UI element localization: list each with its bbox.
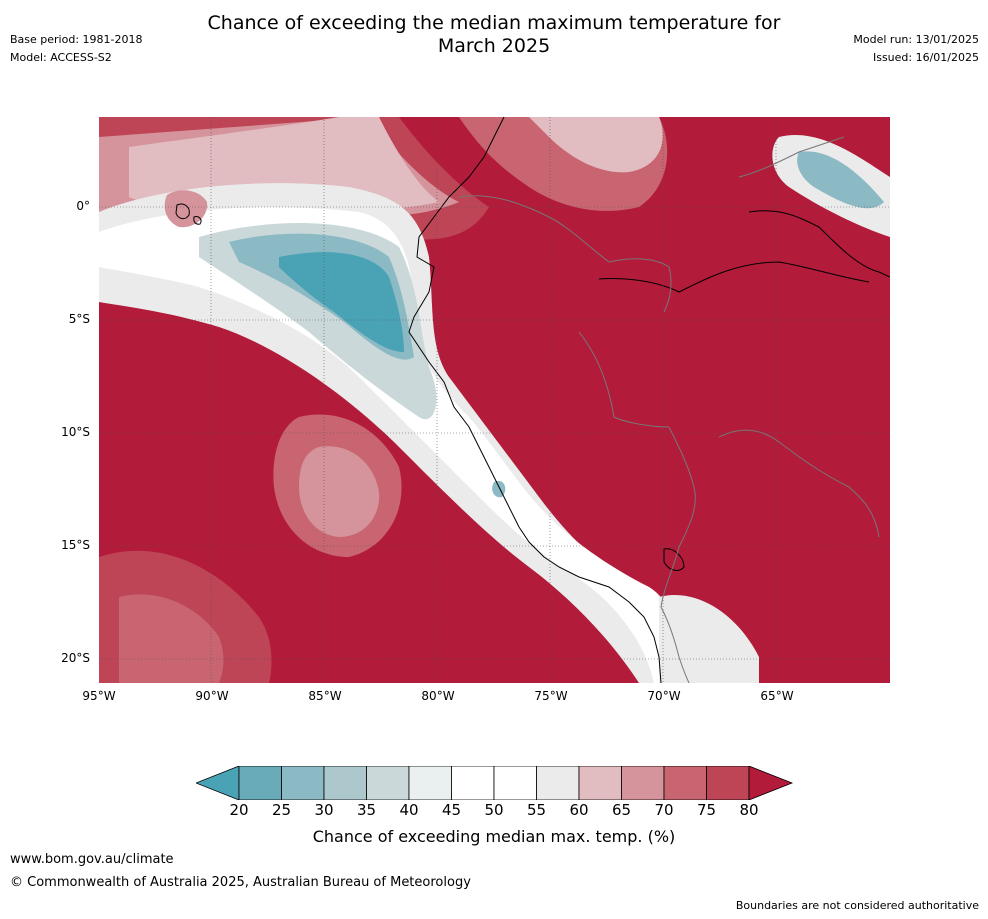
map-title: Chance of exceeding the median maximum t…: [0, 12, 988, 58]
lon-tick-80w: 80°W: [421, 689, 455, 703]
lat-tick-15s: 15°S: [61, 538, 90, 552]
lon-tick-75w: 75°W: [534, 689, 568, 703]
boundary-disclaimer: Boundaries are not considered authoritat…: [735, 899, 979, 912]
colorbar-cell: [323, 766, 367, 800]
colorbar-cell: [578, 766, 622, 800]
title-line-2: March 2025: [437, 35, 551, 57]
lat-tick-5s: 5°S: [68, 312, 90, 326]
model-run: Model run: 13/01/2025: [853, 33, 979, 46]
peru-brazil-border: [578, 331, 695, 488]
model-name: Model: ACCESS-S2: [10, 51, 112, 64]
colorbar-extend-high: [748, 766, 794, 800]
colorbar-label-30: 30: [314, 801, 334, 819]
colorbar-label-25: 25: [271, 801, 292, 819]
colorbar-cell: [281, 766, 325, 800]
title-line-1: Chance of exceeding the median maximum t…: [207, 12, 781, 34]
footer-url[interactable]: www.bom.gov.au/climate: [10, 852, 174, 867]
meta-right: Model run: 13/01/2025 Issued: 16/01/2025: [853, 31, 979, 67]
national-borders: [458, 136, 880, 683]
issued-date: Issued: 16/01/2025: [872, 51, 979, 64]
footer-copyright: © Commonwealth of Australia 2025, Austra…: [10, 875, 471, 890]
colorbar-extend-low: [196, 766, 240, 800]
north-coast: [748, 210, 890, 278]
peru-bolivia-border: [660, 486, 696, 608]
ne-cool-patch-inner: [797, 151, 884, 209]
lon-tick-70w: 70°W: [647, 689, 681, 703]
colorbar-cell: [366, 766, 410, 800]
amazon-river: [598, 261, 870, 293]
coastline: [175, 117, 890, 683]
bolivia-brazil-border: [718, 429, 880, 538]
colorbar-label-50: 50: [484, 801, 504, 819]
lon-tick-85w: 85°W: [308, 689, 342, 703]
colorbar-label-35: 35: [356, 801, 377, 819]
lake-titicaca: [663, 548, 685, 571]
colorbar-label-40: 40: [399, 801, 419, 819]
peru-current-cool-20: [279, 252, 404, 352]
colorbar-cell: [408, 766, 452, 800]
forecast-map: [99, 117, 890, 683]
gridlines: [99, 117, 890, 683]
venezuela-brazil-border: [738, 136, 845, 178]
lat-tick-20s: 20°S: [61, 651, 90, 665]
colorbar: [196, 766, 794, 800]
meta-left: Base period: 1981-2018 Model: ACCESS-S2: [10, 31, 142, 67]
lat-tick-10s: 10°S: [61, 425, 90, 439]
colorbar-label-80: 80: [739, 801, 759, 819]
galapagos-islands: [175, 203, 202, 225]
colorbar-title: Chance of exceeding median max. temp. (%…: [312, 827, 676, 846]
colorbar-cell: [493, 766, 537, 800]
north-pacific-light: [129, 117, 439, 211]
ecuador-colombia-border: [458, 195, 610, 263]
colombia-brazil-border: [608, 258, 672, 313]
galapagos-warm-patch: [164, 190, 208, 228]
andes-east-light: [529, 117, 663, 173]
colorbar-cell: [663, 766, 707, 800]
south-pacific-pink: [299, 446, 380, 537]
colorbar-label-45: 45: [441, 801, 462, 819]
colorbar-cell: [621, 766, 665, 800]
colorbar-label-75: 75: [696, 801, 717, 819]
lon-tick-90w: 90°W: [195, 689, 229, 703]
lat-tick-0: 0°: [76, 199, 90, 213]
base-period: Base period: 1981-2018: [10, 33, 143, 46]
lon-tick-65w: 65°W: [760, 689, 794, 703]
colorbar-label-70: 70: [654, 801, 674, 819]
south-altiplano-light: [659, 595, 759, 683]
colorbar-cell: [706, 766, 750, 800]
colorbar-cell: [536, 766, 580, 800]
colorbar-label-55: 55: [526, 801, 547, 819]
colorbar-label-20: 20: [229, 801, 249, 819]
lon-tick-95w: 95°W: [82, 689, 116, 703]
colorbar-cell: [451, 766, 495, 800]
southwest-pink: [119, 594, 224, 683]
colorbar-label-65: 65: [611, 801, 632, 819]
south-america-west-coast: [408, 117, 662, 683]
chile-bolivia-border: [660, 606, 690, 683]
colorbar-cell: [238, 766, 282, 800]
colorbar-label-60: 60: [569, 801, 589, 819]
